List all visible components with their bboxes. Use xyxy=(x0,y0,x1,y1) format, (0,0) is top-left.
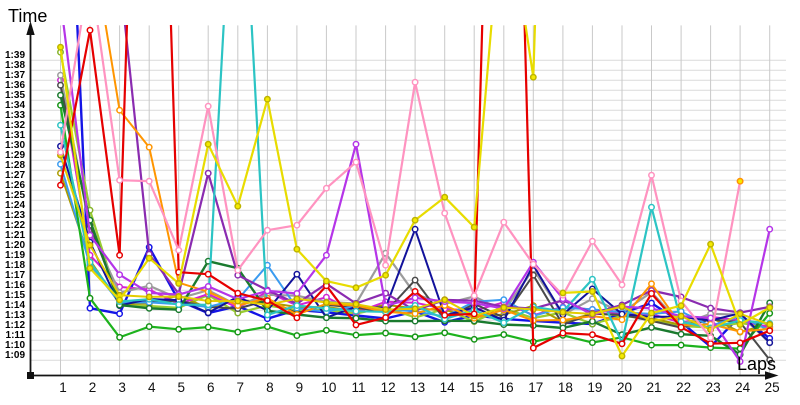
svg-text:1:32: 1:32 xyxy=(5,120,25,131)
svg-text:1:19: 1:19 xyxy=(5,250,25,261)
svg-text:Time: Time xyxy=(8,6,47,26)
svg-text:8: 8 xyxy=(266,380,274,395)
svg-text:1:36: 1:36 xyxy=(5,80,25,91)
svg-text:1:12: 1:12 xyxy=(5,320,25,331)
svg-text:14: 14 xyxy=(440,380,456,395)
svg-text:1:15: 1:15 xyxy=(5,290,25,301)
svg-text:1:09: 1:09 xyxy=(5,350,25,361)
svg-text:1:34: 1:34 xyxy=(5,100,25,111)
svg-text:11: 11 xyxy=(351,380,365,395)
svg-text:1:21: 1:21 xyxy=(5,230,25,241)
svg-text:1:11: 1:11 xyxy=(6,330,26,341)
svg-text:19: 19 xyxy=(587,380,602,395)
svg-text:16: 16 xyxy=(499,380,514,395)
svg-text:1:13: 1:13 xyxy=(5,310,25,321)
svg-text:1:28: 1:28 xyxy=(5,160,25,171)
svg-text:6: 6 xyxy=(207,380,215,395)
svg-text:1:38: 1:38 xyxy=(5,60,25,71)
svg-text:9: 9 xyxy=(296,380,304,395)
svg-text:17: 17 xyxy=(528,380,543,395)
svg-text:1:39: 1:39 xyxy=(5,50,25,61)
svg-text:1:29: 1:29 xyxy=(5,150,25,161)
svg-text:1:17: 1:17 xyxy=(5,270,25,281)
svg-text:18: 18 xyxy=(558,380,573,395)
svg-text:1:23: 1:23 xyxy=(5,210,25,221)
svg-text:1:26: 1:26 xyxy=(5,180,25,191)
svg-text:2: 2 xyxy=(89,380,97,395)
svg-text:4: 4 xyxy=(148,380,156,395)
svg-text:1:10: 1:10 xyxy=(5,340,25,351)
svg-text:15: 15 xyxy=(469,380,484,395)
svg-text:1:37: 1:37 xyxy=(5,70,25,81)
svg-text:1:30: 1:30 xyxy=(5,140,25,151)
svg-text:5: 5 xyxy=(177,380,185,395)
svg-text:7: 7 xyxy=(237,380,245,395)
svg-text:1:31: 1:31 xyxy=(5,130,25,141)
svg-text:13: 13 xyxy=(410,380,425,395)
svg-text:3: 3 xyxy=(118,380,126,395)
svg-text:25: 25 xyxy=(765,380,780,395)
svg-text:1:18: 1:18 xyxy=(5,260,25,271)
svg-text:10: 10 xyxy=(321,380,336,395)
svg-text:1: 1 xyxy=(59,380,67,395)
svg-text:1:33: 1:33 xyxy=(5,110,25,121)
svg-text:1:25: 1:25 xyxy=(5,190,25,201)
svg-text:1:16: 1:16 xyxy=(5,280,25,291)
svg-text:22: 22 xyxy=(676,380,691,395)
svg-text:12: 12 xyxy=(381,380,396,395)
svg-text:20: 20 xyxy=(617,380,632,395)
svg-text:1:24: 1:24 xyxy=(5,200,25,211)
svg-text:Laps: Laps xyxy=(737,354,776,374)
svg-text:1:22: 1:22 xyxy=(5,220,25,231)
svg-text:1:14: 1:14 xyxy=(5,300,25,311)
svg-text:24: 24 xyxy=(735,380,751,395)
svg-text:1:27: 1:27 xyxy=(5,170,25,181)
svg-text:1:20: 1:20 xyxy=(5,240,25,251)
svg-text:21: 21 xyxy=(646,380,661,395)
svg-text:23: 23 xyxy=(706,380,721,395)
svg-text:1:35: 1:35 xyxy=(5,90,25,101)
